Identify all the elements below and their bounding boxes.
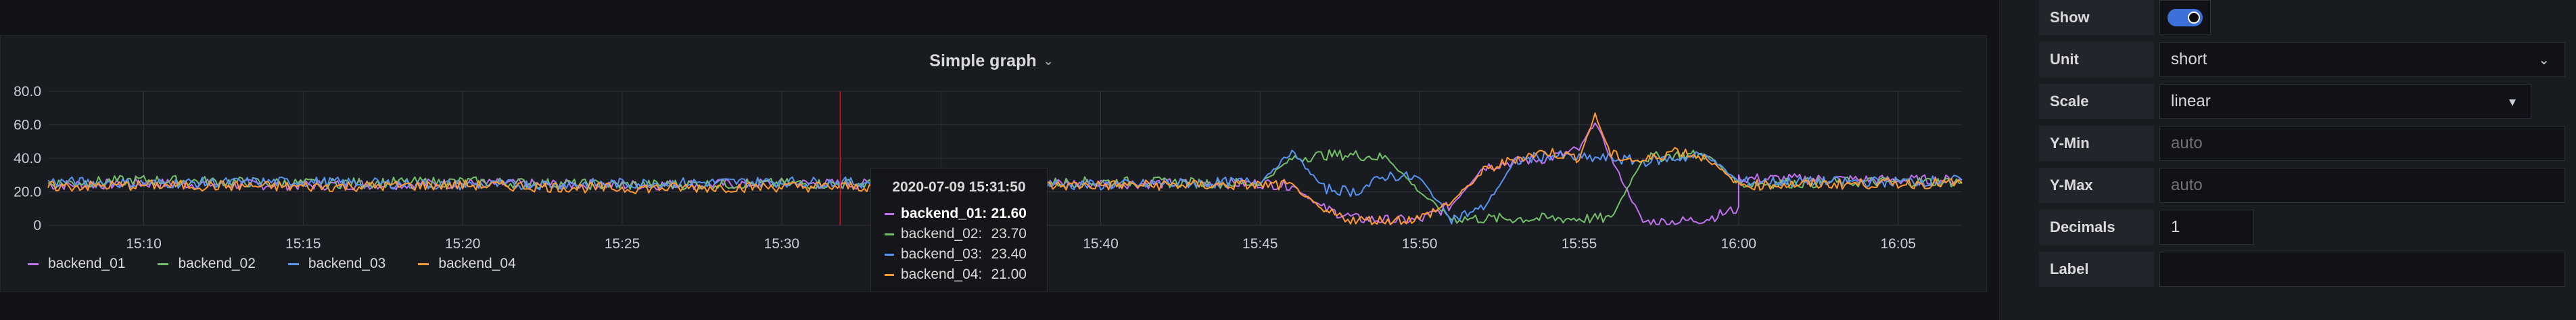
legend-item-backend-02[interactable]: backend_02 bbox=[158, 256, 256, 272]
x-tick-label: 15:30 bbox=[764, 236, 800, 252]
y-tick-label: 80.0 bbox=[14, 84, 41, 99]
legend-swatch bbox=[418, 262, 429, 265]
hover-tooltip: 2020-07-09 15:31:50 backend_01: 21.60 ba… bbox=[870, 168, 1048, 292]
tooltip-swatch bbox=[885, 253, 894, 256]
y-tick-label: 20.0 bbox=[14, 185, 41, 200]
tooltip-row-backend-02: backend_02: 23.70 bbox=[885, 224, 1033, 244]
x-tick-label: 15:15 bbox=[285, 236, 321, 252]
tooltip-series-value: 21.00 bbox=[991, 267, 1027, 282]
scale-select[interactable]: linear ▾ bbox=[2159, 84, 2531, 119]
tooltip-row-backend-04: backend_04: 21.00 bbox=[885, 265, 1033, 285]
option-label: Y-Max bbox=[2039, 168, 2154, 203]
tooltip-row-backend-03: backend_03: 23.40 bbox=[885, 244, 1033, 265]
option-label: Label bbox=[2039, 252, 2154, 287]
x-tick-label: 16:05 bbox=[1880, 236, 1916, 252]
ymin-input[interactable]: auto bbox=[2159, 126, 2565, 161]
legend-item-backend-03[interactable]: backend_03 bbox=[287, 256, 386, 272]
legend-label: backend_02 bbox=[178, 256, 256, 271]
y-tick-label: 40.0 bbox=[14, 151, 41, 166]
chevron-down-icon: ⌄ bbox=[1043, 53, 1054, 68]
tooltip-swatch bbox=[885, 273, 894, 276]
chevron-down-icon: ⌄ bbox=[2538, 52, 2550, 68]
ymin-placeholder: auto bbox=[2171, 134, 2203, 152]
option-ymax: Y-Max auto bbox=[2039, 168, 2565, 203]
x-tick-label: 15:10 bbox=[126, 236, 162, 252]
decimals-input[interactable]: 1 bbox=[2159, 210, 2254, 245]
axes-options-panel: Show Unit short ⌄ Scale linear ▾ Y-Min a… bbox=[1999, 0, 2576, 320]
x-tick-label: 15:55 bbox=[1562, 236, 1597, 252]
unit-select[interactable]: short ⌄ bbox=[2159, 42, 2565, 77]
legend-label: backend_01 bbox=[48, 256, 126, 271]
panel-title: Simple graph bbox=[929, 51, 1037, 70]
decimals-value: 1 bbox=[2171, 218, 2180, 236]
option-label: Decimals bbox=[2039, 210, 2154, 245]
option-show: Show bbox=[2039, 0, 2211, 35]
tooltip-series-value: 23.40 bbox=[991, 246, 1027, 262]
caret-down-icon: ▾ bbox=[2508, 94, 2516, 110]
tooltip-swatch bbox=[885, 212, 894, 215]
panel-title-menu[interactable]: Simple graph ⌄ bbox=[900, 44, 1083, 78]
legend-swatch bbox=[287, 262, 299, 265]
legend-label: backend_03 bbox=[308, 256, 386, 271]
x-tick-label: 15:50 bbox=[1402, 236, 1438, 252]
ymax-placeholder: auto bbox=[2171, 176, 2203, 194]
x-tick-label: 15:20 bbox=[445, 236, 481, 252]
tooltip-series-name: backend_03: bbox=[901, 246, 983, 262]
tooltip-time: 2020-07-09 15:31:50 bbox=[892, 179, 1026, 195]
option-label: Scale bbox=[2039, 84, 2154, 119]
tooltip-series-value: 21.60 bbox=[991, 206, 1027, 221]
x-tick-label: 15:25 bbox=[605, 236, 640, 252]
tooltip-swatch bbox=[885, 233, 894, 235]
option-ymin: Y-Min auto bbox=[2039, 126, 2565, 161]
tooltip-series-name: backend_02: bbox=[901, 226, 983, 242]
show-toggle-wrap bbox=[2159, 0, 2211, 35]
unit-select-value: short bbox=[2171, 50, 2207, 68]
x-tick-label: 15:45 bbox=[1242, 236, 1278, 252]
tooltip-row-backend-01: backend_01: 21.60 bbox=[885, 204, 1033, 224]
tooltip-series-name: backend_04: bbox=[901, 267, 983, 282]
ymax-input[interactable]: auto bbox=[2159, 168, 2565, 203]
option-unit: Unit short ⌄ bbox=[2039, 42, 2565, 77]
x-tick-label: 16:00 bbox=[1721, 236, 1757, 252]
toggle-knob bbox=[2188, 12, 2200, 24]
option-label: Show bbox=[2039, 0, 2154, 35]
tooltip-series-value: 23.70 bbox=[991, 226, 1027, 242]
label-input[interactable] bbox=[2159, 252, 2565, 287]
legend-label: backend_04 bbox=[438, 256, 516, 271]
tooltip-series-name: backend_01: bbox=[901, 206, 987, 221]
legend-swatch bbox=[28, 262, 39, 265]
legend: backend_01 backend_02 backend_03 backend… bbox=[28, 256, 516, 272]
y-tick-label: 0 bbox=[33, 218, 41, 233]
option-scale: Scale linear ▾ bbox=[2039, 84, 2531, 119]
x-tick-label: 15:40 bbox=[1083, 236, 1119, 252]
option-label: Y-Min bbox=[2039, 126, 2154, 161]
option-decimals: Decimals 1 bbox=[2039, 210, 2254, 245]
legend-item-backend-01[interactable]: backend_01 bbox=[28, 256, 125, 272]
option-label-field: Label bbox=[2039, 252, 2565, 287]
show-toggle[interactable] bbox=[2168, 9, 2203, 26]
legend-swatch bbox=[158, 262, 169, 265]
y-tick-label: 60.0 bbox=[14, 118, 41, 133]
option-label: Unit bbox=[2039, 42, 2154, 77]
scale-select-value: linear bbox=[2171, 92, 2211, 110]
legend-item-backend-04[interactable]: backend_04 bbox=[418, 256, 516, 272]
